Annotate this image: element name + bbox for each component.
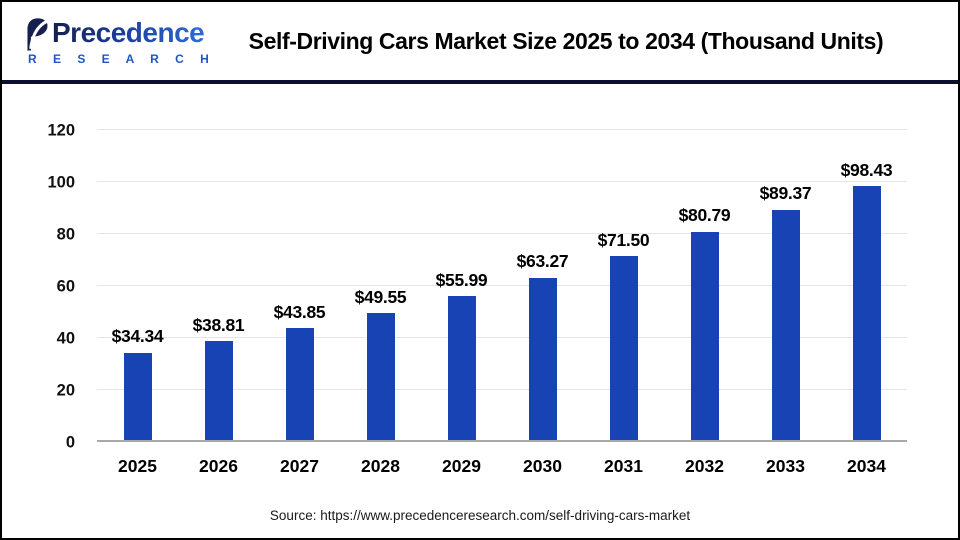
- x-tick-label-2033: 2033: [766, 456, 805, 476]
- bar-2032: [690, 231, 719, 442]
- bar-value-label-2026: $38.81: [192, 314, 245, 335]
- y-tick-label-120: 120: [47, 120, 75, 139]
- bar-value-label-2030: $63.27: [516, 251, 569, 271]
- bar-2027: [285, 328, 314, 442]
- bar-value-label-2031: $71.50: [597, 229, 650, 250]
- x-tick-label-2026: 2026: [199, 456, 238, 476]
- header: Precedence R E S E A R C H Self-Driving …: [2, 2, 958, 84]
- y-tick-label-20: 20: [56, 380, 75, 399]
- logo-wordmark: Precedence: [52, 16, 205, 48]
- bar-value-label-2034: $98.43: [840, 159, 893, 180]
- x-tick-label-2028: 2028: [361, 456, 400, 476]
- bar-2034: [852, 186, 881, 442]
- bar-2028: [366, 313, 395, 442]
- plot-area: $34.34 $38.81 $43.85 $49.55 $55.99 $63.27 $71.…: [97, 129, 907, 442]
- bar-2025: [123, 352, 152, 442]
- bar-value-label-2033: $89.37: [759, 183, 812, 204]
- source-text: Source: https://www.precedenceresearch.c…: [269, 508, 691, 523]
- bar-2033: [771, 209, 800, 442]
- x-tick-label-2032: 2032: [685, 456, 724, 476]
- bar-value-label-2032: $80.79: [678, 205, 731, 226]
- gridline-60: [97, 285, 907, 286]
- bar-value-label-2029: $55.99: [435, 269, 488, 290]
- gridline-80: [97, 233, 907, 234]
- gridline-120: [97, 129, 907, 130]
- y-tick-label-40: 40: [56, 328, 75, 347]
- x-tick-label-2027: 2027: [280, 456, 319, 476]
- logo-wordmark-row: Precedence: [24, 16, 205, 51]
- bar-column-2030: $63.27: [502, 130, 583, 442]
- bar-2031: [609, 256, 638, 442]
- bar-column-2032: $80.79: [664, 130, 745, 442]
- x-axis-line: [97, 440, 907, 442]
- bar-column-2034: $98.43: [826, 130, 907, 442]
- bar-column-2033: $89.37: [745, 130, 826, 442]
- bar-value-label-2028: $49.55: [354, 286, 407, 307]
- y-axis-labels: 0 20 40 60 80 100 120: [30, 122, 85, 450]
- y-tick-label-100: 100: [47, 172, 75, 191]
- chart-title: Self-Driving Cars Market Size 2025 to 20…: [248, 27, 884, 54]
- y-tick-label-80: 80: [56, 224, 75, 243]
- gridline-20: [97, 389, 907, 390]
- x-tick-label-2029: 2029: [442, 456, 481, 476]
- logo-subtitle: R E S E A R C H: [28, 51, 216, 66]
- bar-column-2026: $38.81: [178, 130, 259, 442]
- bar-column-2031: $71.50: [583, 130, 664, 442]
- precedence-leaf-icon: [27, 17, 48, 50]
- bar-value-label-2027: $43.85: [273, 301, 326, 322]
- bar-2026: [204, 341, 233, 442]
- x-tick-label-2025: 2025: [118, 456, 157, 476]
- x-tick-label-2031: 2031: [604, 456, 643, 476]
- x-axis-labels: 2025 2026 2027 2028 2029 2030 2031 2032 2033 2034: [97, 456, 907, 480]
- gridline-100: [97, 181, 907, 182]
- bar-value-label-2025: $34.34: [111, 326, 164, 347]
- x-tick-label-2030: 2030: [523, 456, 562, 476]
- bar-column-2028: $49.55: [340, 130, 421, 442]
- x-tick-label-2034: 2034: [847, 456, 886, 476]
- bar-column-2027: $43.85: [259, 130, 340, 442]
- bar-column-2025: $34.34: [97, 130, 178, 442]
- y-tick-label-0: 0: [65, 432, 75, 451]
- gridline-40: [97, 337, 907, 338]
- bar-2029: [447, 296, 476, 442]
- bar-2030: [528, 277, 557, 442]
- y-tick-label-60: 60: [56, 276, 75, 295]
- bar-column-2029: $55.99: [421, 130, 502, 442]
- precedence-logo: Precedence R E S E A R C H: [24, 16, 216, 66]
